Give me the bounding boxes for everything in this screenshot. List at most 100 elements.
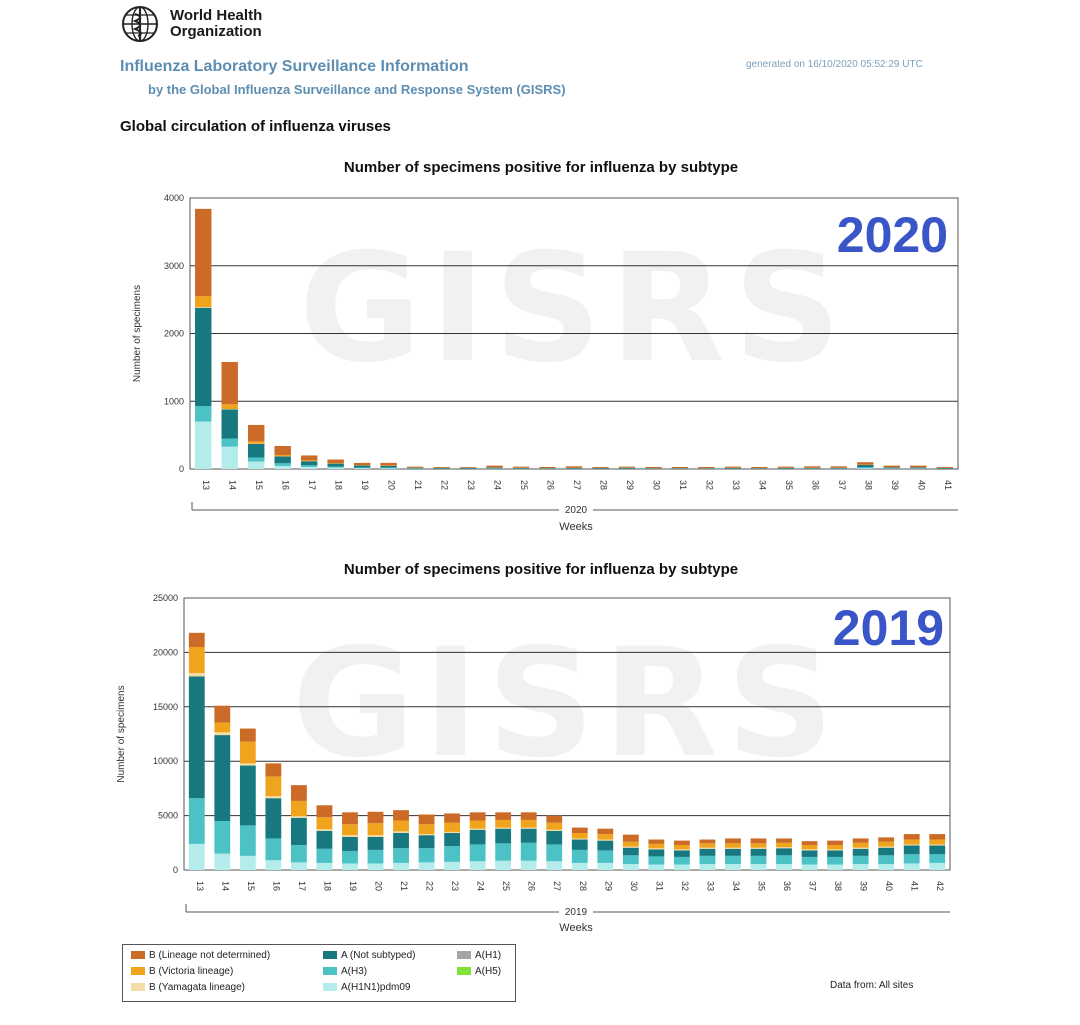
bar-segment-a-not-subtyped xyxy=(433,467,450,469)
bar-segment-b-victoria xyxy=(444,822,461,832)
bar-segment-b-lineage-not-determined xyxy=(546,815,563,823)
bar-segment-b-lineage-not-determined xyxy=(274,445,291,455)
bar-segment-a-h1n1pdm09 xyxy=(221,446,238,469)
x-tick-label: 16 xyxy=(271,881,281,891)
bar-segment-b-victoria xyxy=(546,822,563,830)
bar-segment-a-not-subtyped xyxy=(929,845,946,855)
bar-segment-b-victoria xyxy=(393,820,409,832)
y-tick-label: 0 xyxy=(179,464,184,474)
legend-item-a-h3: A(H3) xyxy=(323,966,367,977)
bar-segment-a-not-subtyped xyxy=(827,850,844,857)
x-tick-label: 25 xyxy=(519,480,529,490)
bar-segment-a-h1n1pdm09 xyxy=(903,863,920,870)
bar-segment-a-h1n1pdm09 xyxy=(342,863,358,870)
legend-swatch xyxy=(131,951,145,960)
year-axis-label: 2020 xyxy=(565,505,588,516)
bar-segment-a-h3 xyxy=(495,843,512,861)
x-tick-label: 35 xyxy=(784,480,794,490)
bar-segment-b-yamagata xyxy=(622,846,639,848)
bar-segment-a-h3 xyxy=(929,854,946,863)
bar-segment-a-not-subtyped xyxy=(546,830,563,845)
bar-segment-a-not-subtyped xyxy=(571,839,588,850)
bar-segment-a-h1n1pdm09 xyxy=(827,864,844,870)
legend-item-a-not-subtyped: A (Not subtyped) xyxy=(323,950,415,961)
x-tick-label: 30 xyxy=(629,881,639,891)
bar-segment-b-lineage-not-determined xyxy=(444,813,461,823)
bar-segment-b-victoria xyxy=(699,843,716,848)
bar-segment-b-victoria xyxy=(903,839,920,845)
bar-segment-a-h3 xyxy=(520,842,537,861)
legend-item-b-lineage-not-determined: B (Lineage not determined) xyxy=(131,950,270,961)
bar-segment-b-lineage-not-determined xyxy=(830,466,848,468)
bar-segment-b-lineage-not-determined xyxy=(342,812,358,825)
x-tick-label: 20 xyxy=(374,881,384,891)
bar-segment-a-not-subtyped xyxy=(725,848,741,856)
bar-segment-a-not-subtyped xyxy=(342,836,358,851)
bar-segment-a-h1n1pdm09 xyxy=(265,860,282,870)
bar-segment-b-lineage-not-determined xyxy=(776,838,792,843)
bar-segment-b-lineage-not-determined xyxy=(380,462,397,466)
x-tick-label: 41 xyxy=(943,480,953,490)
bar-segment-a-not-subtyped xyxy=(380,465,397,468)
bar-segment-b-lineage-not-determined xyxy=(188,632,205,647)
bar-segment-b-yamagata xyxy=(852,847,869,849)
bar-segment-a-h3 xyxy=(214,821,231,854)
legend-label: B (Victoria lineage) xyxy=(149,966,234,977)
bar-segment-a-h3 xyxy=(221,438,238,447)
y-tick-label: 1000 xyxy=(164,396,184,406)
bar-segment-a-not-subtyped xyxy=(265,798,282,839)
bar-segment-b-yamagata xyxy=(418,834,435,836)
bar-segment-a-not-subtyped xyxy=(592,468,609,469)
bar-segment-a-not-subtyped xyxy=(597,840,614,851)
bar-segment-b-victoria xyxy=(597,834,614,840)
x-tick-label: 38 xyxy=(833,881,843,891)
bar-segment-a-not-subtyped xyxy=(883,467,901,469)
bar-segment-a-h3 xyxy=(546,844,563,862)
bar-segment-b-victoria xyxy=(265,776,282,797)
bar-segment-a-h3 xyxy=(776,855,792,865)
bar-segment-b-lineage-not-determined xyxy=(367,811,384,824)
bar-segment-b-victoria xyxy=(367,823,384,836)
bar-segment-b-victoria xyxy=(214,722,231,733)
legend-swatch xyxy=(457,951,471,960)
bar-segment-a-not-subtyped xyxy=(622,847,639,856)
bar-segment-b-lineage-not-determined xyxy=(290,785,307,801)
bar-segment-b-victoria xyxy=(878,841,895,847)
bar-segment-a-h1n1pdm09 xyxy=(750,864,767,870)
bar-segment-b-yamagata xyxy=(195,307,212,308)
x-tick-label: 39 xyxy=(890,480,900,490)
bar-segment-a-h3 xyxy=(380,467,397,469)
legend-label: A(H1N1)pdm09 xyxy=(341,982,411,993)
y-tick-label: 3000 xyxy=(164,261,184,271)
legend-label: A(H3) xyxy=(341,966,368,977)
bar-segment-b-yamagata xyxy=(776,847,792,849)
legend-item-a-h1: A(H1) xyxy=(457,950,501,961)
bar-segment-b-victoria xyxy=(316,817,333,830)
x-tick-label: 40 xyxy=(916,480,926,490)
bar-segment-b-yamagata xyxy=(827,849,844,851)
x-tick-label: 29 xyxy=(625,480,635,490)
bar-segment-b-victoria xyxy=(750,843,767,848)
bar-segment-b-lineage-not-determined xyxy=(827,840,844,845)
bar-segment-a-not-subtyped xyxy=(910,467,927,469)
bar-segment-b-victoria xyxy=(221,404,238,410)
bar-segment-b-lineage-not-determined xyxy=(777,466,795,468)
legend-swatch xyxy=(457,967,471,976)
bar-segment-a-h3 xyxy=(316,848,333,863)
bar-segment-a-not-subtyped xyxy=(776,848,792,856)
bar-segment-a-not-subtyped xyxy=(830,467,848,469)
x-tick-label: 24 xyxy=(476,881,486,891)
chart-title: Number of specimens positive for influen… xyxy=(344,159,738,176)
bar-segment-b-victoria xyxy=(342,824,358,836)
legend-swatch xyxy=(323,983,337,992)
bar-segment-b-yamagata xyxy=(393,831,409,834)
bar-segment-a-h3 xyxy=(597,850,614,863)
bar-segment-b-yamagata xyxy=(214,732,231,736)
bar-segment-a-h3 xyxy=(195,405,212,422)
bar-segment-a-h1n1pdm09 xyxy=(469,861,486,870)
bar-segment-b-yamagata xyxy=(750,847,767,849)
bar-segment-a-h1n1pdm09 xyxy=(546,861,563,870)
bar-segment-a-h1n1pdm09 xyxy=(776,864,792,870)
x-tick-label: 26 xyxy=(527,881,537,891)
bar-segment-b-yamagata xyxy=(571,838,588,840)
